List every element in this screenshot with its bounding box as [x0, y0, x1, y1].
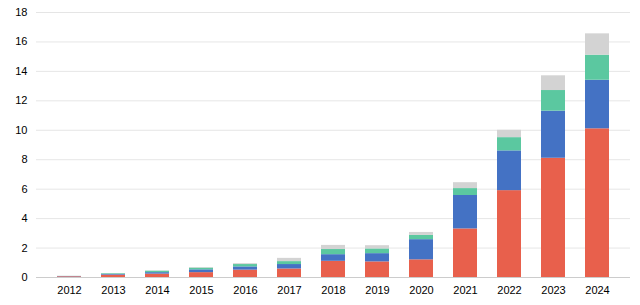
- svg-text:2024: 2024: [585, 284, 609, 296]
- svg-text:2014: 2014: [145, 284, 169, 296]
- svg-text:12: 12: [15, 94, 27, 106]
- svg-text:0: 0: [21, 271, 27, 283]
- svg-text:2012: 2012: [57, 284, 81, 296]
- svg-text:4: 4: [21, 212, 27, 224]
- svg-text:2022: 2022: [497, 284, 521, 296]
- svg-text:2: 2: [21, 242, 27, 254]
- svg-text:16: 16: [15, 35, 27, 47]
- svg-text:2013: 2013: [101, 284, 125, 296]
- svg-text:2019: 2019: [365, 284, 389, 296]
- svg-text:18: 18: [15, 6, 27, 18]
- svg-text:6: 6: [21, 183, 27, 195]
- svg-text:10: 10: [15, 124, 27, 136]
- svg-text:2016: 2016: [233, 284, 257, 296]
- svg-text:2021: 2021: [453, 284, 477, 296]
- svg-text:2018: 2018: [321, 284, 345, 296]
- svg-text:2017: 2017: [277, 284, 301, 296]
- svg-text:14: 14: [15, 65, 27, 77]
- svg-text:8: 8: [21, 153, 27, 165]
- svg-text:2015: 2015: [189, 284, 213, 296]
- svg-text:2023: 2023: [541, 284, 565, 296]
- svg-text:2020: 2020: [409, 284, 433, 296]
